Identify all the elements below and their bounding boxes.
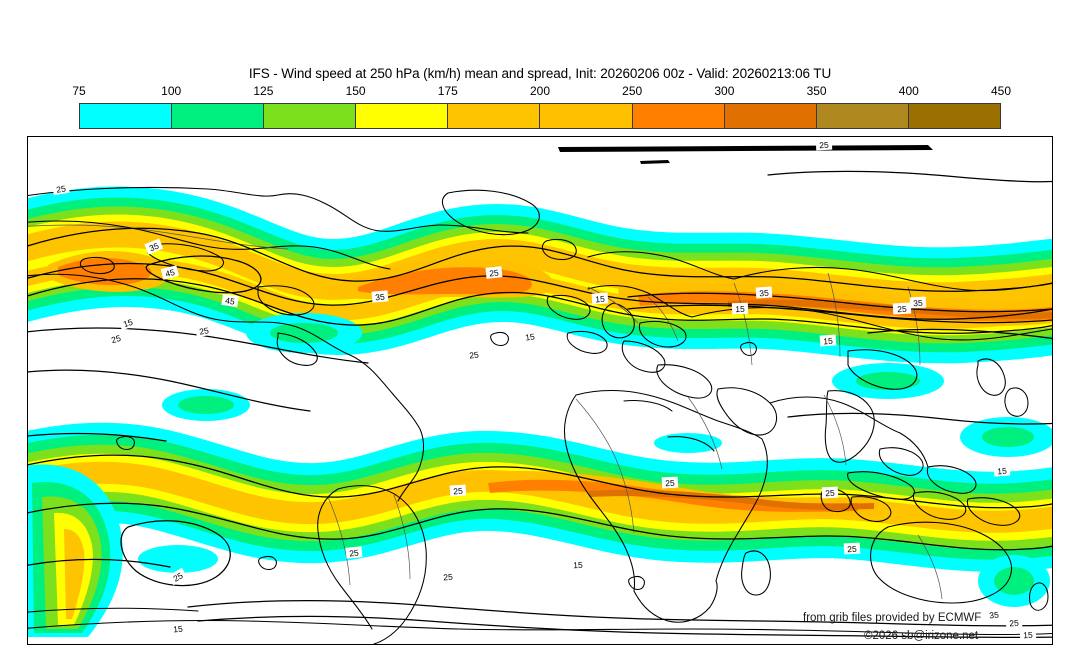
- colorbar-cell-8: [816, 104, 909, 128]
- colorbar-tick-400: 400: [898, 84, 919, 98]
- colorbar-cell-0: [80, 104, 173, 128]
- colorbar: 75 100 125 150 175 200 250 300 350 400 450: [72, 84, 1011, 129]
- svg-text:35: 35: [989, 610, 999, 621]
- svg-text:15: 15: [122, 317, 134, 330]
- contour-labels: 25 25 35 45: [52, 138, 1037, 641]
- svg-text:25: 25: [819, 140, 829, 150]
- colorbar-cell-7: [724, 104, 817, 128]
- svg-text:25: 25: [56, 183, 67, 194]
- svg-text:15: 15: [823, 336, 833, 347]
- credit-copyright: ©2026 sb@irizone.net: [864, 630, 979, 642]
- colorbar-tick-250: 250: [622, 84, 643, 98]
- svg-text:15: 15: [525, 331, 536, 342]
- colorbar-cell-2: [264, 104, 357, 128]
- colorbar-tick-300: 300: [714, 84, 735, 98]
- country-borders: [28, 224, 943, 600]
- svg-text:25: 25: [453, 486, 463, 497]
- svg-text:25: 25: [349, 548, 360, 559]
- colorbar-swatches: [79, 103, 1001, 129]
- svg-text:25: 25: [469, 350, 480, 361]
- svg-text:15: 15: [595, 294, 605, 305]
- coastlines: [28, 145, 1052, 644]
- svg-text:35: 35: [913, 298, 923, 308]
- colorbar-tick-75: 75: [72, 84, 86, 98]
- colorbar-cell-1: [172, 104, 265, 128]
- shaded-field-southern-swirl: [28, 464, 123, 637]
- svg-text:45: 45: [164, 267, 176, 279]
- svg-text:15: 15: [997, 466, 1007, 477]
- svg-text:25: 25: [110, 333, 122, 345]
- svg-text:45: 45: [225, 295, 236, 306]
- page-title: IFS - Wind speed at 250 hPa (km/h) mean …: [248, 66, 832, 81]
- svg-text:25: 25: [897, 304, 907, 314]
- credit-source: from grib files provided by ECMWF: [803, 612, 982, 624]
- svg-text:25: 25: [847, 544, 857, 554]
- svg-text:15: 15: [573, 560, 583, 570]
- svg-text:15: 15: [173, 624, 184, 635]
- colorbar-cell-6: [632, 104, 725, 128]
- svg-text:25: 25: [1009, 618, 1019, 629]
- colorbar-cell-3: [356, 104, 449, 128]
- map-panel: 25 25 35 45: [27, 136, 1053, 645]
- svg-text:25: 25: [171, 570, 184, 584]
- svg-text:35: 35: [759, 288, 769, 299]
- colorbar-tick-labels: 75 100 125 150 175 200 250 300 350 400 450: [72, 84, 1011, 100]
- colorbar-tick-175: 175: [437, 84, 458, 98]
- wind-speed-map: 25 25 35 45: [28, 137, 1052, 644]
- svg-text:35: 35: [375, 292, 386, 303]
- colorbar-tick-450: 450: [990, 84, 1012, 98]
- colorbar-cell-5: [540, 104, 633, 128]
- colorbar-tick-150: 150: [345, 84, 366, 98]
- svg-text:15: 15: [1023, 630, 1033, 640]
- svg-text:15: 15: [735, 304, 745, 314]
- svg-text:25: 25: [443, 572, 453, 583]
- svg-text:25: 25: [198, 325, 209, 337]
- colorbar-cell-4: [448, 104, 541, 128]
- svg-text:25: 25: [489, 268, 500, 279]
- colorbar-tick-200: 200: [529, 84, 551, 98]
- shaded-field-secondary-patches: [138, 313, 1052, 607]
- svg-text:25: 25: [665, 478, 675, 488]
- svg-text:35: 35: [148, 240, 161, 253]
- colorbar-tick-125: 125: [253, 84, 274, 98]
- colorbar-cell-9: [908, 104, 1000, 128]
- colorbar-tick-100: 100: [161, 84, 182, 98]
- svg-text:25: 25: [825, 488, 835, 498]
- colorbar-tick-350: 350: [806, 84, 827, 98]
